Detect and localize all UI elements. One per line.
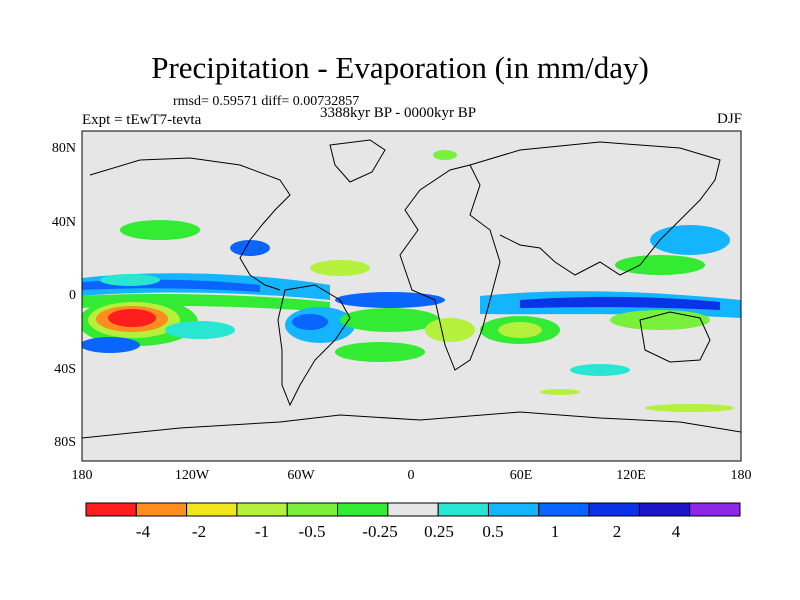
lat-label: 0 xyxy=(69,288,76,303)
asia-outline xyxy=(469,141,721,276)
field-patch xyxy=(433,150,457,160)
field-patch xyxy=(520,296,720,310)
colorbar-label: 0.25 xyxy=(424,522,454,541)
field-patch xyxy=(310,260,370,276)
south-america-outline xyxy=(277,284,351,407)
europe-africa-outline xyxy=(399,164,501,371)
colorbar-swatch xyxy=(487,502,540,517)
stats-text: rmsd= 0.59571 diff= 0.00732857 xyxy=(173,94,360,109)
colorbar-label: -4 xyxy=(135,522,151,541)
colorbar-swatch xyxy=(286,502,339,517)
colorbar-swatch xyxy=(588,502,640,517)
field-patch xyxy=(108,309,156,327)
colorbar-label: 4 xyxy=(671,522,681,541)
field-patch xyxy=(82,337,140,353)
period-label: 3388kyr BP - 0000kyr BP xyxy=(320,105,477,121)
colorbar-swatch xyxy=(85,502,137,517)
lat-label: 80S xyxy=(54,435,76,450)
colorbar-label: 0.5 xyxy=(482,522,504,541)
north-america-outline xyxy=(89,157,291,291)
experiment-label: Expt = tEwT7-tevta xyxy=(82,112,202,128)
lon-label: 0 xyxy=(407,468,415,483)
colorbar-label: 2 xyxy=(612,522,622,541)
field-patch xyxy=(165,321,235,339)
plot-title: Precipitation - Evaporation (in mm/day) xyxy=(151,50,649,85)
lat-label: 40N xyxy=(51,215,76,230)
field-patch xyxy=(540,389,580,395)
greenland-outline xyxy=(329,139,386,183)
field-patch xyxy=(292,314,328,330)
lat-label: 80N xyxy=(51,141,76,156)
field-patch xyxy=(120,220,200,240)
colorbar-swatch xyxy=(387,502,439,517)
lon-label: 120W xyxy=(174,468,210,483)
lon-label: 60W xyxy=(287,468,315,483)
field-patch xyxy=(230,240,270,256)
colorbar-swatch xyxy=(538,502,590,517)
field-patch xyxy=(645,404,735,412)
colorbar-swatch xyxy=(236,502,288,517)
colorbar-swatch xyxy=(638,502,691,517)
field-patch xyxy=(335,342,425,362)
colorbar-swatch xyxy=(186,502,238,517)
field-patch xyxy=(650,225,730,255)
lon-label: 180 xyxy=(71,468,93,483)
field-patch xyxy=(615,255,705,275)
colorbar-label: -1 xyxy=(254,522,270,541)
coastlines xyxy=(82,139,741,439)
australia-outline xyxy=(639,311,711,363)
field-patch xyxy=(570,364,630,376)
colorbar-label: -0.25 xyxy=(362,522,398,541)
field-patch xyxy=(610,310,710,330)
antarctica-outline xyxy=(82,411,741,439)
lat-label: 40S xyxy=(54,362,76,377)
field-patch xyxy=(340,308,440,332)
field-patch xyxy=(425,318,475,342)
colorbar-swatch xyxy=(135,502,188,517)
lon-label: 120E xyxy=(616,468,646,483)
lon-label: 180 xyxy=(730,468,752,483)
field-patch xyxy=(100,274,160,286)
lon-label: 60E xyxy=(509,468,533,483)
colorbar-swatch xyxy=(437,502,489,517)
colorbar-label: -0.5 xyxy=(298,522,326,541)
colorbar-label: -2 xyxy=(191,522,207,541)
colorbar-swatch xyxy=(337,502,389,517)
season-label: DJF xyxy=(716,111,742,127)
field-patch xyxy=(498,322,542,338)
colorbar xyxy=(85,502,741,517)
colorbar-swatch xyxy=(689,502,741,517)
colorbar-label: 1 xyxy=(550,522,560,541)
field-patch xyxy=(335,292,445,308)
anomaly-field xyxy=(82,150,741,412)
map-frame xyxy=(81,130,742,462)
